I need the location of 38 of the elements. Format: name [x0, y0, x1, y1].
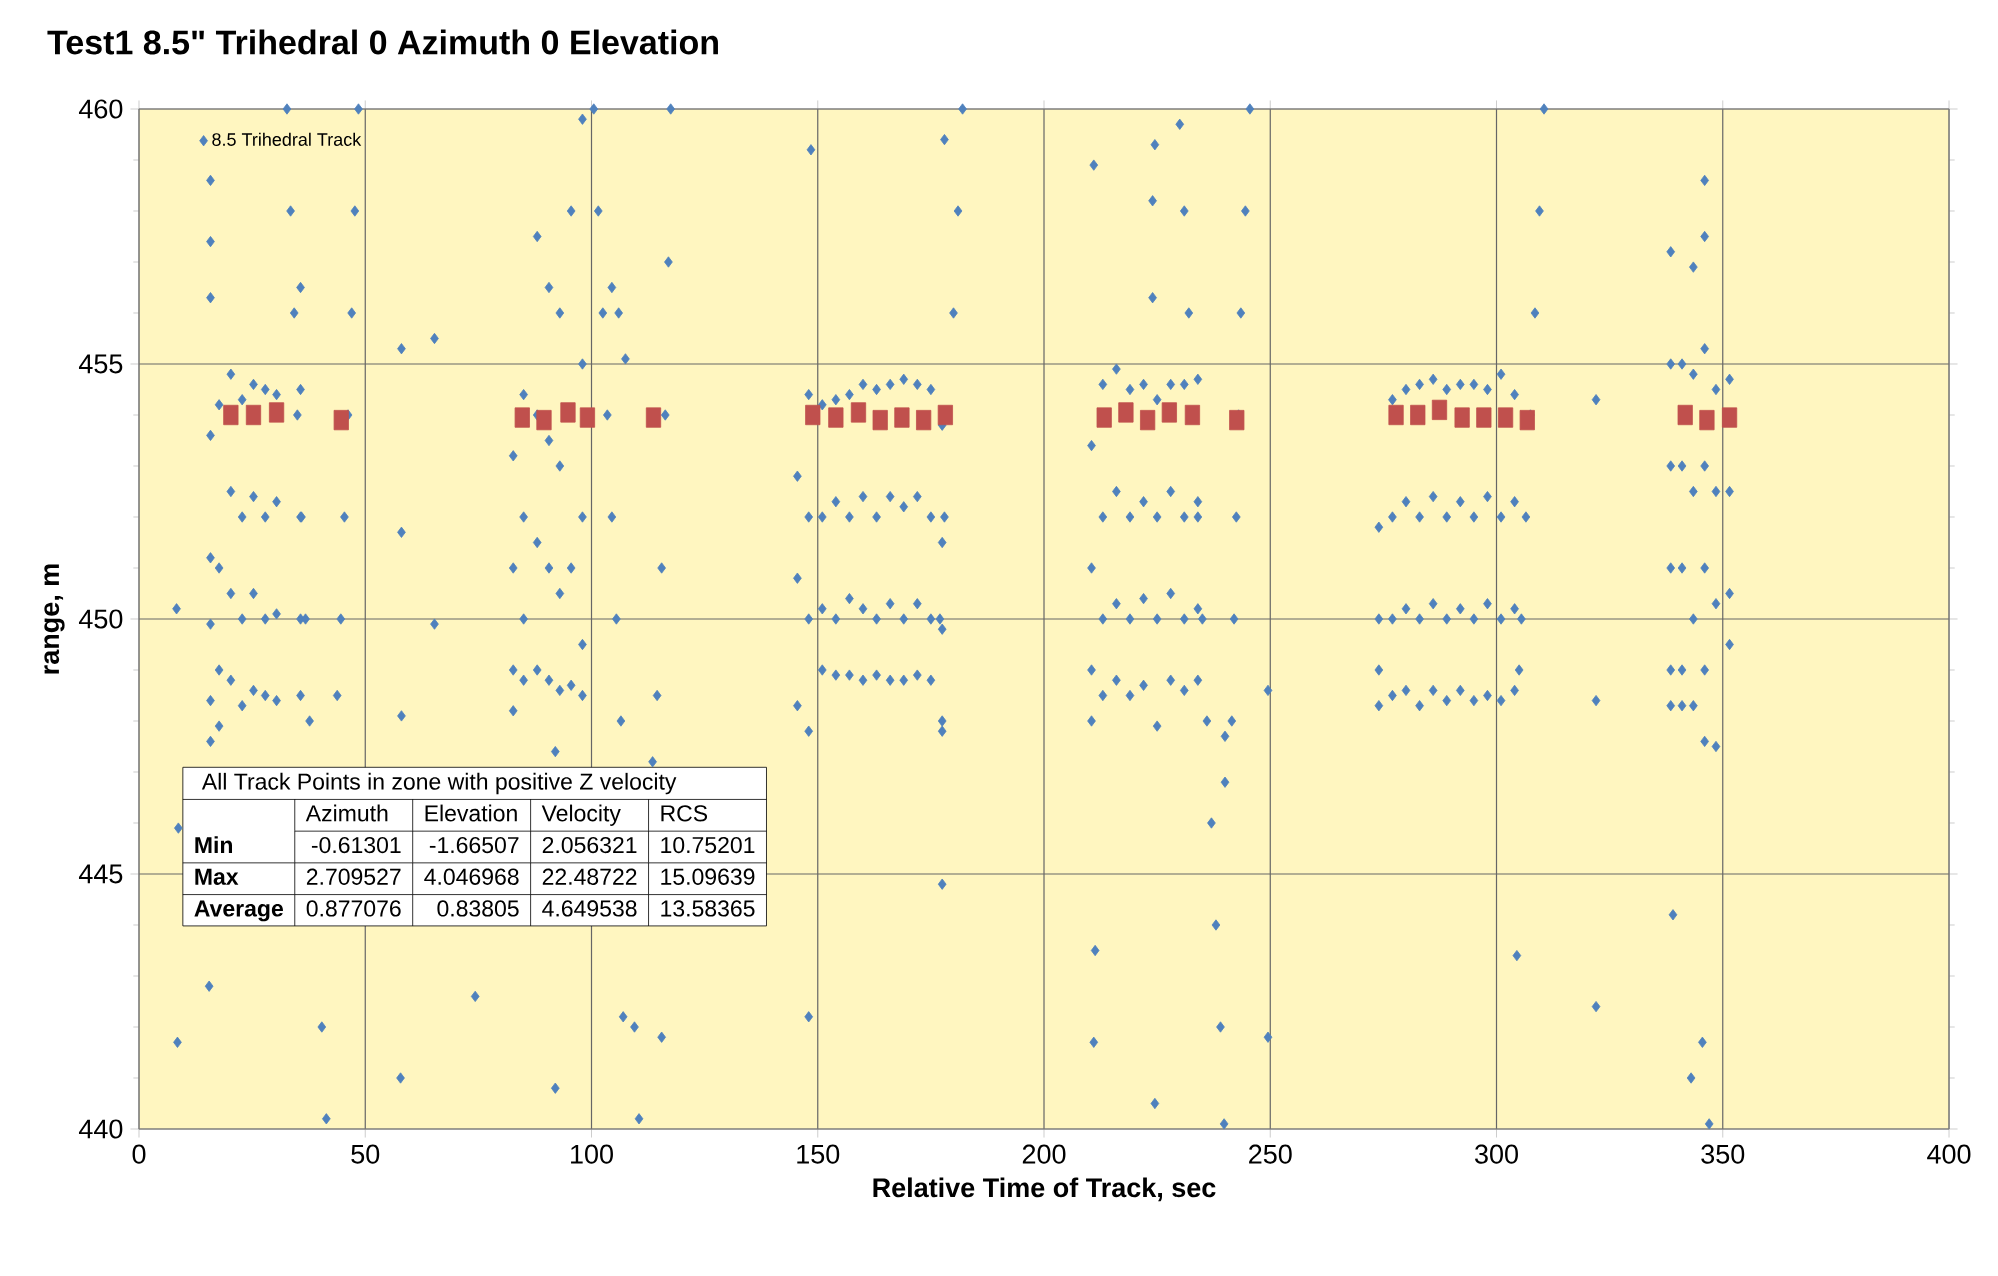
x-axis-title: Relative Time of Track, sec — [873, 1177, 1216, 1202]
annotation: 10.75201 — [661, 836, 755, 854]
annotation: RCS — [661, 805, 708, 822]
annotation: 2.056321 — [542, 836, 637, 854]
annotation: -0.61301 — [311, 836, 401, 854]
annotation: 4.046968 — [424, 868, 519, 885]
annotation: Elevation — [425, 804, 517, 822]
annotation: 2.709527 — [306, 868, 401, 885]
annotation: 0.877076 — [306, 900, 401, 917]
x-tick-label: 0 — [132, 1144, 146, 1164]
y-tick-label: 450 — [78, 609, 123, 629]
x-tick-label: 200 — [1022, 1144, 1066, 1164]
chart-title: Test1 8.5" Trihedral 0 Azimuth 0 Elevation — [47, 29, 718, 55]
annotation: Max — [195, 868, 239, 885]
x-tick-label: 150 — [797, 1144, 840, 1164]
x-tick-label: 50 — [351, 1144, 380, 1164]
x-tick-label: 300 — [1475, 1144, 1518, 1164]
y-tick-label: 445 — [78, 864, 123, 884]
annotation: 4.649538 — [542, 900, 637, 917]
x-tick-label: 350 — [1701, 1144, 1745, 1164]
annotation: Velocity — [541, 804, 621, 826]
y-tick-label: 460 — [78, 99, 123, 119]
annotation: 0.83805 — [437, 900, 519, 917]
annotation: -1.66507 — [429, 836, 519, 854]
y-axis-title: range, m — [44, 564, 65, 674]
annotation: Average — [194, 900, 283, 922]
annotation: Azimuth — [305, 804, 388, 822]
y-tick-label: 455 — [78, 354, 123, 374]
annotation: 22.48722 — [542, 868, 637, 885]
legend-label: 8.5 Trihedral Track — [212, 132, 362, 146]
x-tick-label: 100 — [571, 1144, 613, 1164]
y-tick-label: 440 — [78, 1119, 123, 1139]
annotation: 15.09639 — [661, 868, 755, 885]
annotation: Min — [195, 836, 233, 853]
annotation: 13.58365 — [661, 900, 755, 917]
annotation: All Track Points in zone with positive Z velocity — [201, 772, 677, 795]
x-tick-label: 400 — [1927, 1144, 1971, 1164]
x-tick-label: 250 — [1249, 1144, 1292, 1164]
